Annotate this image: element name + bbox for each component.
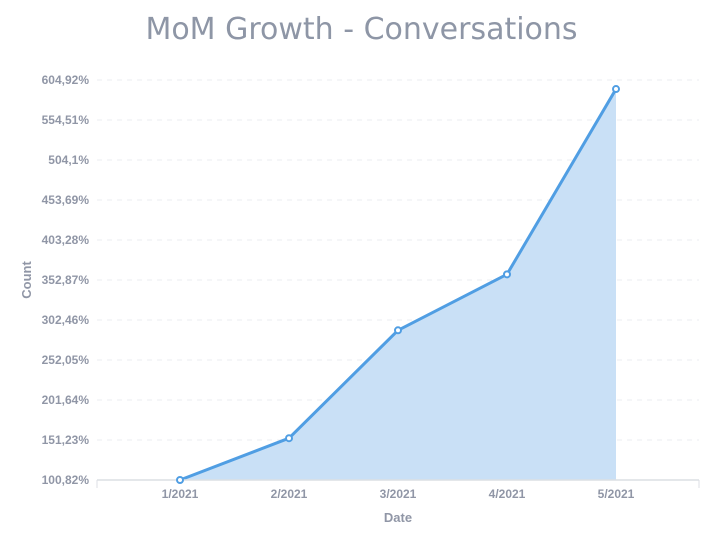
y-tick-label: 100,82% [42,473,90,487]
x-tick-label: 2/2021 [271,487,308,501]
chart-title: MoM Growth - Conversations [145,12,578,47]
y-tick-label: 151,23% [42,433,90,447]
x-tick-label: 5/2021 [598,487,635,501]
y-tick-label: 403,28% [42,233,90,247]
y-tick-label: 554,51% [42,113,90,127]
y-tick-label: 352,87% [42,273,90,287]
y-tick-label: 504,1% [48,153,89,167]
data-point [612,85,620,94]
y-tick-label: 201,64% [42,393,90,407]
data-point [285,434,293,443]
y-tick-label: 453,69% [42,193,90,207]
x-axis-label: Date [384,510,412,525]
y-tick-label: 604,92% [42,73,90,87]
y-tick-label: 252,05% [42,353,90,367]
x-tick-label: 4/2021 [489,487,526,501]
data-point [394,326,402,335]
area-fill [180,89,616,480]
data-point [503,270,511,279]
data-point [176,476,184,484]
y-axis-label: Count [19,261,34,299]
x-tick-label: 1/2021 [162,487,199,501]
y-tick-label: 302,46% [42,313,90,327]
x-tick-label: 3/2021 [380,487,417,501]
